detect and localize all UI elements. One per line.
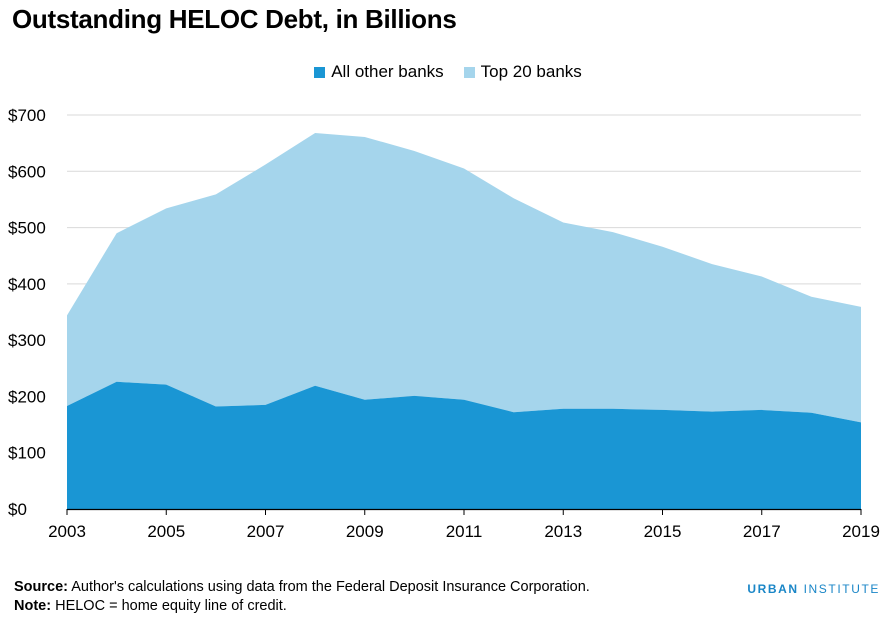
source-text: Author's calculations using data from th…: [68, 579, 590, 595]
source-label: Source:: [14, 579, 68, 595]
x-tick-label: 2011: [446, 522, 483, 541]
area-all-other-banks: [67, 381, 861, 509]
legend-label-top-20-banks: Top 20 banks: [480, 62, 582, 81]
brand-second: INSTITUTE: [803, 582, 880, 596]
legend-label-all-other-banks: All other banks: [331, 62, 444, 81]
y-tick-label: $500: [8, 219, 46, 238]
y-tick-label: $300: [8, 331, 46, 350]
y-tick-label: $0: [8, 500, 27, 519]
legend-swatch-all-other-banks: [314, 66, 326, 78]
legend-item-all-other-banks: All other banks: [314, 62, 444, 82]
legend-item-top-20-banks: Top 20 banks: [463, 62, 582, 82]
y-tick-label: $700: [8, 106, 46, 125]
note-text: HELOC = home equity line of credit.: [51, 598, 287, 614]
y-tick-label: $100: [8, 444, 46, 463]
y-tick-label: $200: [8, 387, 46, 406]
area-top-20-banks: [67, 133, 861, 423]
y-tick-label: $400: [8, 275, 46, 294]
x-tick-label: 2009: [346, 522, 384, 541]
brand-first: URBAN: [747, 582, 799, 596]
chart-title: Outstanding HELOC Debt, in Billions: [12, 4, 457, 34]
x-tick-label: 2017: [743, 522, 781, 541]
x-tick-label: 2005: [147, 522, 185, 541]
x-tick-label: 2013: [544, 522, 582, 541]
legend: All other banks Top 20 banks: [0, 62, 896, 82]
urban-institute-logo: URBAN INSTITUTE: [747, 582, 880, 596]
x-tick-label: 2015: [644, 522, 682, 541]
legend-swatch-top-20-banks: [463, 66, 475, 78]
chart-notes: Source: Author's calculations using data…: [14, 578, 590, 616]
x-tick-label: 2003: [48, 522, 86, 541]
x-tick-label: 2019: [842, 522, 880, 541]
note-line: Note: HELOC = home equity line of credit…: [14, 597, 590, 616]
x-tick-label: 2007: [247, 522, 285, 541]
y-tick-label: $600: [8, 162, 46, 181]
note-label: Note:: [14, 598, 52, 614]
source-line: Source: Author's calculations using data…: [14, 578, 590, 597]
